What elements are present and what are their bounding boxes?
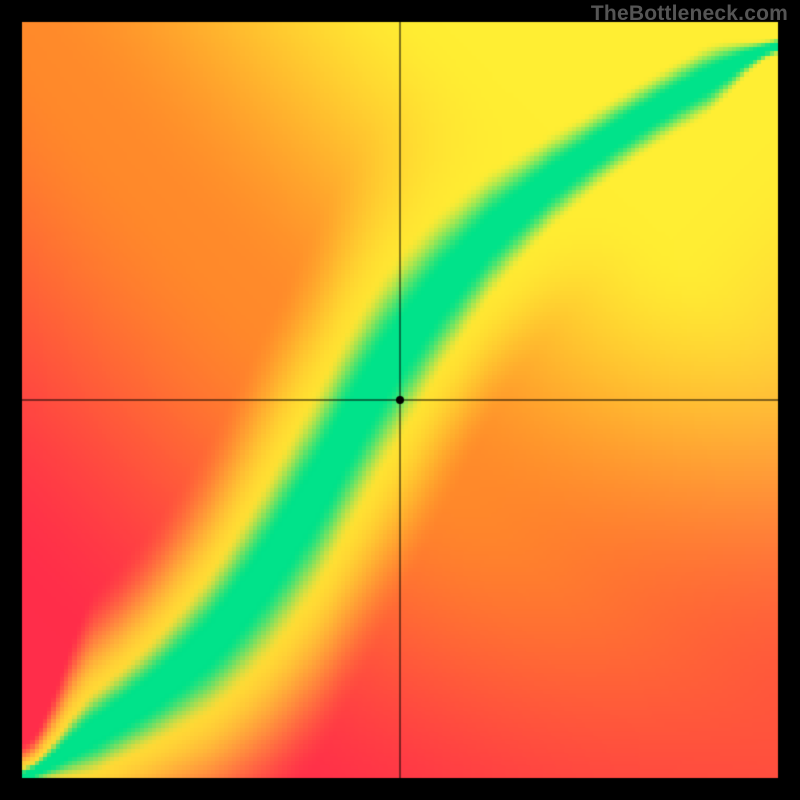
chart-stage: { "watermark": { "text": "TheBottleneck.…	[0, 0, 800, 800]
watermark-text: TheBottleneck.com	[591, 2, 788, 26]
heatmap-canvas	[0, 0, 800, 800]
